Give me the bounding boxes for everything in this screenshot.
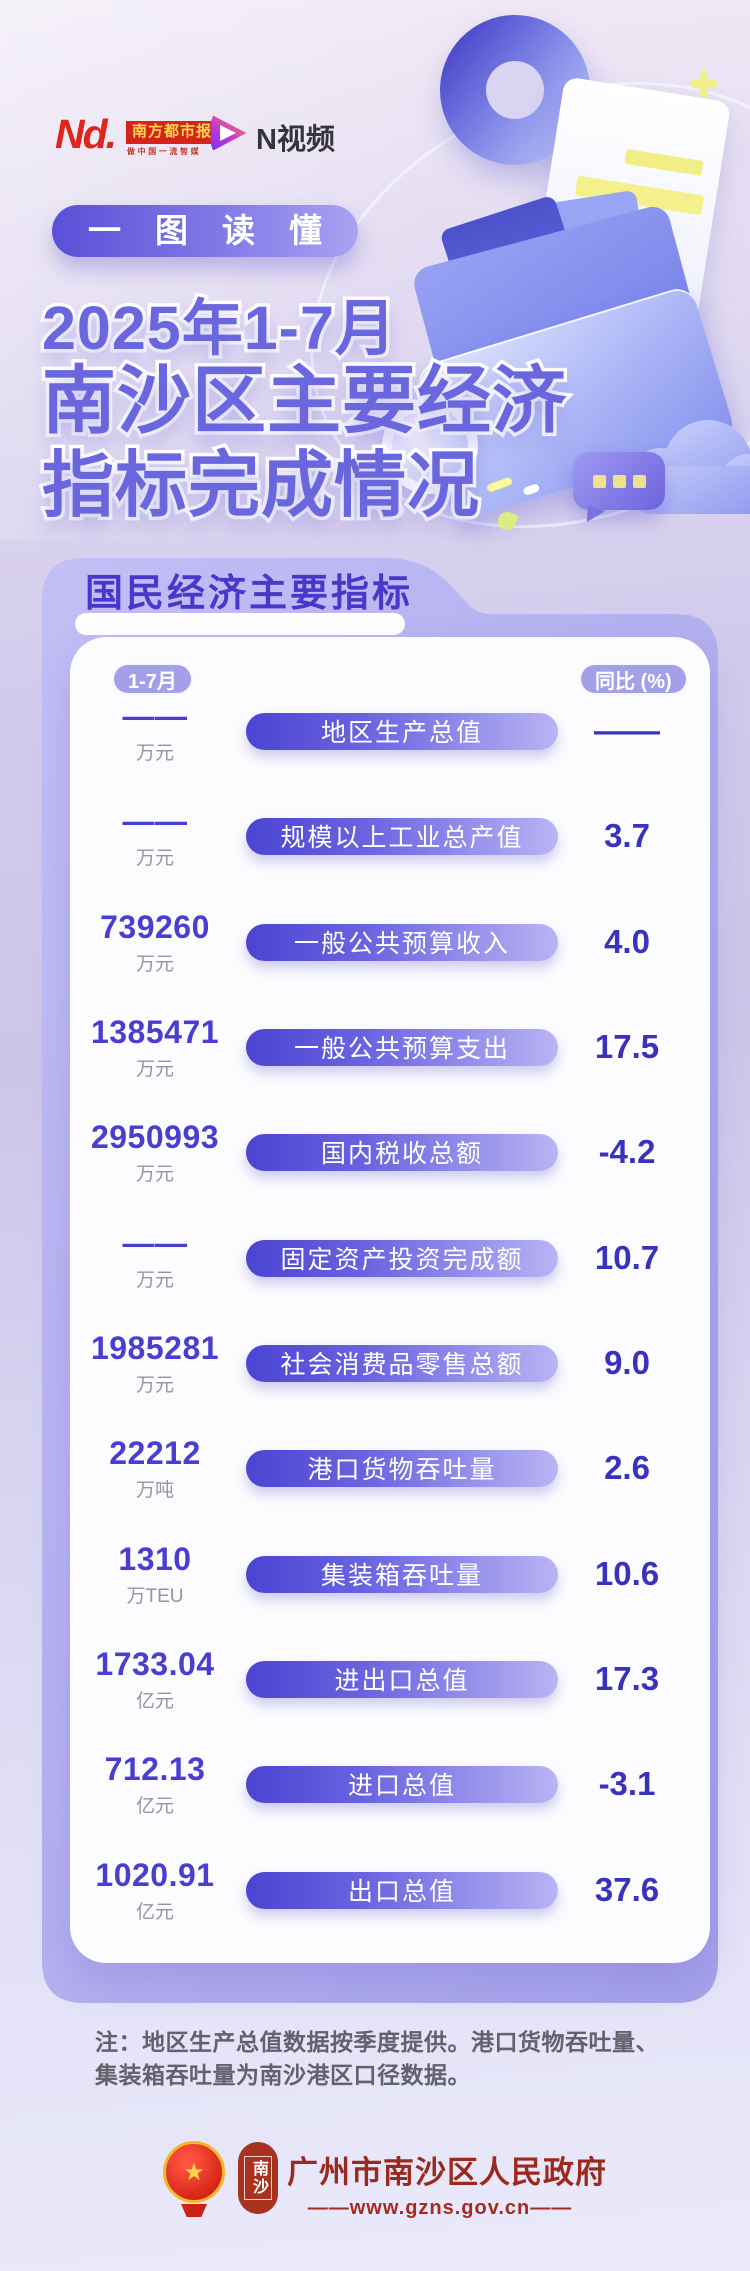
table-row: 1385471 万元 一般公共预算支出 17.5 (80, 1007, 710, 1087)
row-value: —— (122, 697, 188, 734)
row-value-cell: 739260 万元 (80, 909, 230, 976)
chat-bubble-icon (573, 452, 665, 510)
indicator-pill: 进口总值 (246, 1765, 558, 1803)
indicator-pill: 出口总值 (246, 1871, 558, 1909)
table-row: 1985281 万元 社会消费品零售总额 9.0 (80, 1323, 710, 1403)
seal-characters: 南沙 (244, 2156, 272, 2200)
indicators-card (70, 637, 710, 1963)
row-value: 1385471 (90, 1013, 220, 1050)
row-unit: 万元 (135, 953, 174, 975)
page-title-line2: 南沙区主要经济 (39, 356, 570, 446)
row-value: —— (122, 1224, 188, 1261)
row-unit: 万元 (135, 742, 174, 764)
row-value-cell: 1733.04 亿元 (80, 1646, 230, 1713)
row-value: 712.13 (104, 1750, 206, 1787)
row-yoy: 3.7 (604, 817, 650, 854)
row-unit: 亿元 (135, 1795, 174, 1817)
row-unit: 万元 (135, 1058, 174, 1080)
page-title-line3: 指标完成情况 (38, 443, 482, 530)
row-unit: 万元 (135, 847, 174, 869)
section-heading: 国民经济主要指标 (85, 573, 414, 615)
nandu-paper-name: 南方都市报 (126, 121, 219, 144)
row-yoy: 2.6 (604, 1449, 650, 1486)
indicator-pill: 集装箱吞吐量 (246, 1555, 558, 1593)
column-header-yoy: 同比 (%) (579, 663, 688, 695)
row-value: —— (122, 802, 188, 839)
row-unit: 万元 (135, 1163, 174, 1185)
row-value-cell: 712.13 亿元 (80, 1751, 230, 1818)
row-value-cell: —— 万元 (80, 698, 230, 765)
table-row: 1020.91 亿元 出口总值 37.6 (80, 1850, 710, 1930)
row-yoy: 9.0 (604, 1344, 650, 1381)
table-row: —— 万元 规模以上工业总产值 3.7 (80, 796, 710, 876)
page-title-line1: 2025年1-7月 (39, 291, 400, 366)
column-header-period: 1-7月 (112, 663, 193, 695)
table-row: 2950993 万元 国内税收总额 -4.2 (80, 1112, 710, 1192)
table-row: 22212 万吨 港口货物吞吐量 2.6 (80, 1428, 710, 1508)
row-value-cell: —— 万元 (80, 803, 230, 870)
row-yoy: 17.5 (594, 1028, 660, 1065)
row-yoy: —— (594, 712, 660, 749)
row-value: 1020.91 (95, 1856, 215, 1893)
row-yoy: 17.3 (594, 1660, 660, 1697)
row-yoy: 4.0 (604, 923, 650, 960)
row-value: 1733.04 (95, 1645, 215, 1682)
row-unit: 万元 (135, 1269, 174, 1291)
row-yoy: -4.2 (598, 1133, 656, 1170)
row-value-cell: 22212 万吨 (80, 1435, 230, 1502)
footnote: 注：地区生产总值数据按季度提供。港口货物吞吐量、集装箱吞吐量为南沙港区口径数据。 (95, 2029, 659, 2089)
heading-underline (75, 613, 405, 635)
indicator-pill: 港口货物吞吐量 (246, 1449, 558, 1487)
magnifier-icon (382, 398, 478, 494)
row-yoy: 37.6 (594, 1871, 660, 1908)
row-value: 1310 (118, 1540, 192, 1577)
row-unit: 亿元 (135, 1690, 174, 1712)
row-value-cell: 2950993 万元 (80, 1119, 230, 1186)
row-yoy: 10.7 (594, 1239, 660, 1276)
government-footer: 广州市南沙区人民政府 ——www.gzns.gov.cn—— (287, 2147, 607, 2220)
row-value: 2950993 (90, 1118, 220, 1155)
indicator-pill: 固定资产投资完成额 (246, 1239, 558, 1277)
nandu-logo: Nd. (55, 111, 117, 157)
indicator-pill: 地区生产总值 (246, 712, 558, 750)
row-unit: 万TEU (126, 1585, 184, 1607)
indicator-pill: 国内税收总额 (246, 1133, 558, 1171)
nandu-tagline: 做中国一流智媒 (127, 147, 202, 156)
table-row: 1733.04 亿元 进出口总值 17.3 (80, 1639, 710, 1719)
row-value: 739260 (100, 908, 210, 945)
indicator-pill: 进出口总值 (246, 1660, 558, 1698)
indicator-pill: 一般公共预算支出 (246, 1028, 558, 1066)
nvideo-label: N视频 (256, 124, 335, 156)
indicator-pill: 一般公共预算收入 (246, 923, 558, 961)
national-emblem-icon: ★ (163, 2141, 225, 2203)
row-unit: 万吨 (135, 1479, 174, 1501)
row-unit: 万元 (135, 1374, 174, 1396)
row-unit: 亿元 (135, 1901, 174, 1923)
table-row: 1310 万TEU 集装箱吞吐量 10.6 (80, 1534, 710, 1614)
read-in-one-image-badge: 一图读懂 (52, 205, 358, 257)
indicator-pill: 规模以上工业总产值 (246, 817, 558, 855)
emblem-tassel (181, 2204, 207, 2217)
government-url: ——www.gzns.gov.cn—— (307, 2197, 573, 2219)
row-value-cell: 1310 万TEU (80, 1541, 230, 1608)
indicator-pill: 社会消费品零售总额 (246, 1344, 558, 1382)
row-value: 1985281 (90, 1329, 220, 1366)
row-yoy: 10.6 (594, 1555, 660, 1592)
row-value-cell: —— 万元 (80, 1225, 230, 1292)
row-value-cell: 1385471 万元 (80, 1014, 230, 1081)
row-value-cell: 1020.91 亿元 (80, 1857, 230, 1924)
nansha-seal-icon: 南沙 (238, 2142, 278, 2214)
table-row: 739260 万元 一般公共预算收入 4.0 (80, 902, 710, 982)
row-yoy: -3.1 (598, 1765, 656, 1802)
government-name: 广州市南沙区人民政府 (287, 2155, 607, 2190)
table-row: —— 万元 固定资产投资完成额 10.7 (80, 1218, 710, 1298)
table-row: —— 万元 地区生产总值 —— (80, 691, 710, 771)
table-row: 712.13 亿元 进口总值 -3.1 (80, 1744, 710, 1824)
row-value-cell: 1985281 万元 (80, 1330, 230, 1397)
row-value: 22212 (109, 1434, 201, 1471)
sparkle-icon (690, 70, 718, 98)
